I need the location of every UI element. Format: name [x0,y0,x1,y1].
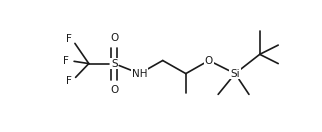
Text: S: S [111,59,118,69]
Text: O: O [205,55,213,65]
Text: Si: Si [230,69,240,79]
Text: F: F [66,76,72,86]
Text: F: F [63,55,69,65]
Text: O: O [110,33,118,43]
Text: F: F [66,34,72,44]
Text: O: O [110,85,118,95]
Text: NH: NH [132,69,147,79]
